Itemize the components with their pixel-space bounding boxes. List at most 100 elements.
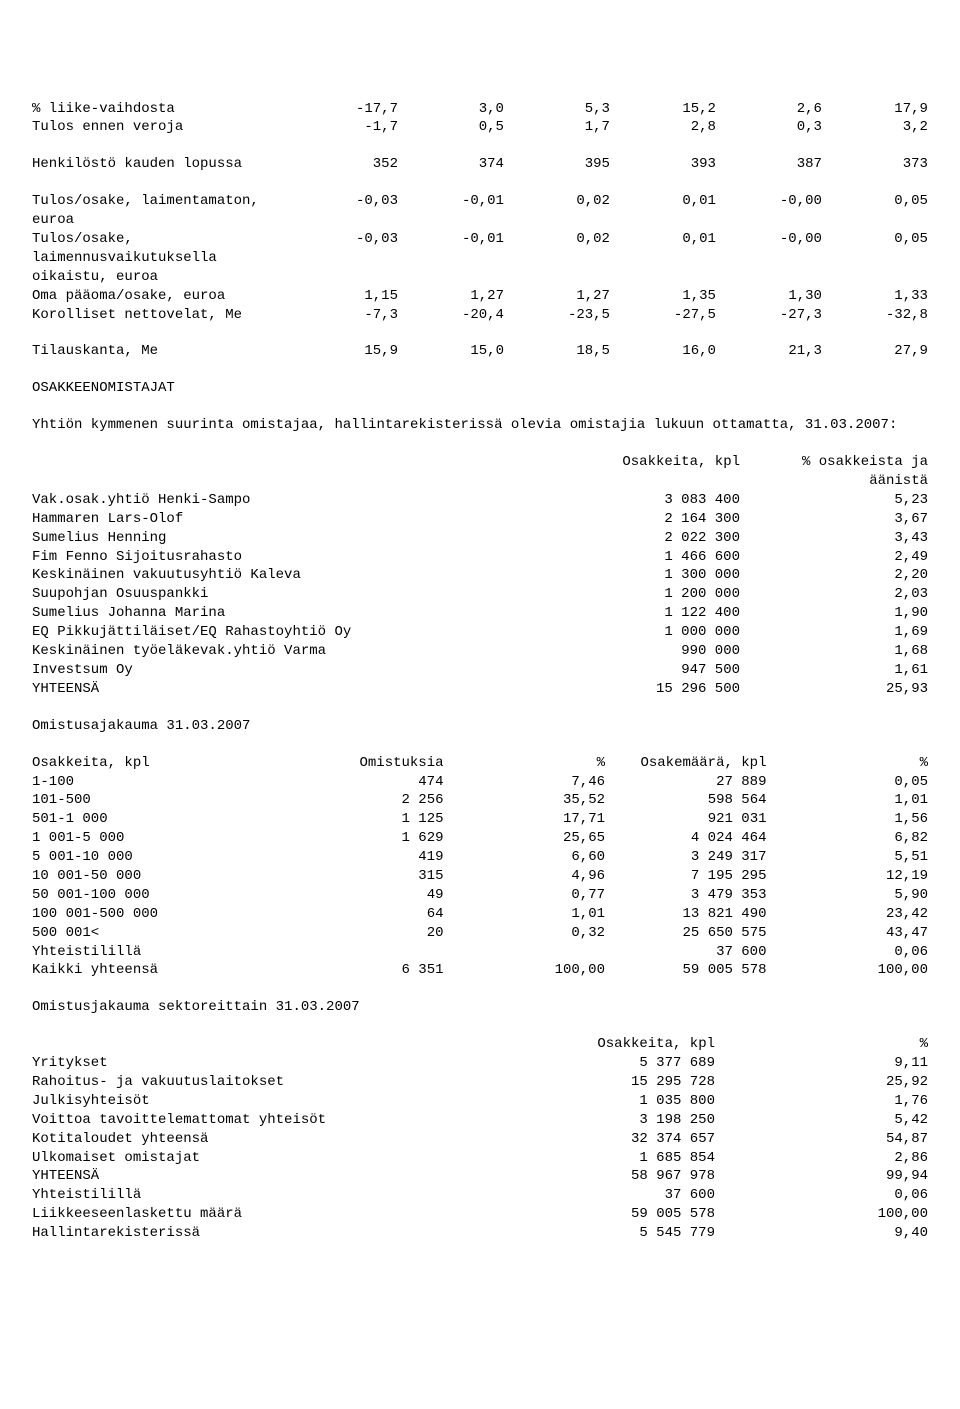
row-label: Tulos ennen veroja (32, 118, 292, 137)
cell: 25 650 575 (605, 924, 767, 943)
table-row: Vak.osak.yhtiö Henki-Sampo3 083 4005,23 (32, 491, 928, 510)
cell: 21,3 (716, 342, 822, 361)
row-label: euroa (32, 211, 292, 230)
cell-shares: 947 500 (552, 661, 740, 680)
cell: 17,71 (444, 810, 606, 829)
cell: 352 (292, 155, 398, 174)
cell-shares: 5 377 689 (502, 1054, 715, 1073)
row-label: Hammaren Lars-Olof (32, 510, 552, 529)
sector-header: Osakkeita, kpl% (32, 1035, 928, 1054)
cell-shares: 5 545 779 (502, 1224, 715, 1243)
cell: 1 629 (282, 829, 444, 848)
dist-header-cols: Omistuksia%Osakemäärä, kpl% (282, 754, 928, 773)
row-values: 2 164 3003,67 (552, 510, 928, 529)
cell-pct: 3,67 (740, 510, 928, 529)
row-values: 58 967 97899,94 (502, 1167, 928, 1186)
row-label: Voittoa tavoittelemattomat yhteisöt (32, 1111, 502, 1130)
row-values: 1 62925,654 024 4646,82 (282, 829, 928, 848)
blank-row (32, 174, 928, 192)
cell (282, 943, 444, 962)
row-label: EQ Pikkujättiläiset/EQ Rahastoyhtiö Oy (32, 623, 552, 642)
cell-shares: 3 083 400 (552, 491, 740, 510)
header-cols: Osakkeita, kpl% osakkeista ja (552, 453, 928, 472)
cell-shares: 3 198 250 (502, 1111, 715, 1130)
cell: 37 600 (605, 943, 767, 962)
cell: -23,5 (504, 306, 610, 325)
cell-pct: 100,00 (715, 1205, 928, 1224)
cell-pct: 25,93 (740, 680, 928, 699)
header-spacer (32, 1035, 502, 1054)
header-pct: % (715, 1035, 928, 1054)
cell: 5,3 (504, 100, 610, 119)
dist-header-cell: Omistuksia (282, 754, 444, 773)
cell-shares: 1 685 854 (502, 1149, 715, 1168)
cell: 5,90 (767, 886, 929, 905)
cell: 13 821 490 (605, 905, 767, 924)
cell: 1,30 (716, 287, 822, 306)
cell-pct: 2,03 (740, 585, 928, 604)
cell-pct: 9,40 (715, 1224, 928, 1243)
cell: 0,05 (767, 773, 929, 792)
row-values: 1 035 8001,76 (502, 1092, 928, 1111)
row-label: 50 001-100 000 (32, 886, 282, 905)
cell-pct: 2,86 (715, 1149, 928, 1168)
cell: 2,6 (716, 100, 822, 119)
cell: 3,2 (822, 118, 928, 137)
row-label: Tulos/osake, (32, 230, 292, 249)
row-label: Suupohjan Osuuspankki (32, 585, 552, 604)
cell-shares: 15 295 728 (502, 1073, 715, 1092)
row-values: 4196,603 249 3175,51 (282, 848, 928, 867)
header-shares: Osakkeita, kpl (502, 1035, 715, 1054)
table-row: Hallintarekisterissä5 545 7799,40 (32, 1224, 928, 1243)
row-label: 100 001-500 000 (32, 905, 282, 924)
cell: 6,60 (444, 848, 606, 867)
table-row: YHTEENSÄ15 296 50025,93 (32, 680, 928, 699)
cell: -17,7 (292, 100, 398, 119)
row-values: 4747,4627 8890,05 (282, 773, 928, 792)
blank-row (32, 137, 928, 155)
cell-pct: 2,49 (740, 548, 928, 567)
table-row: 500 001<200,3225 650 57543,47 (32, 924, 928, 943)
cell-pct: 54,87 (715, 1130, 928, 1149)
row-label: Fim Fenno Sijoitusrahasto (32, 548, 552, 567)
row-label: Sumelius Henning (32, 529, 552, 548)
cell: 1,33 (822, 287, 928, 306)
cell (504, 268, 610, 287)
row-values: -0,03-0,010,020,01-0,000,05 (292, 192, 928, 211)
cell: 395 (504, 155, 610, 174)
cell: 59 005 578 (605, 961, 767, 980)
row-values: 5 377 6899,11 (502, 1054, 928, 1073)
table-row: 501-1 0001 12517,71921 0311,56 (32, 810, 928, 829)
row-label: Tilauskanta, Me (32, 342, 292, 361)
cell: 0,02 (504, 230, 610, 249)
table-row: 5 001-10 0004196,603 249 3175,51 (32, 848, 928, 867)
row-label: Tulos/osake, laimentamaton, (32, 192, 292, 211)
table-row: 1 001-5 0001 62925,654 024 4646,82 (32, 829, 928, 848)
section-intro: Yhtiön kymmenen suurinta omistajaa, hall… (32, 416, 928, 435)
cell-pct: 99,94 (715, 1167, 928, 1186)
table-row: Tulos/osake,-0,03-0,010,020,01-0,000,05 (32, 230, 928, 249)
row-values (292, 268, 928, 287)
cell: 1,27 (504, 287, 610, 306)
row-values: 1 122 4001,90 (552, 604, 928, 623)
cell: 0,02 (504, 192, 610, 211)
row-label: Investsum Oy (32, 661, 552, 680)
row-values (292, 211, 928, 230)
cell (610, 249, 716, 268)
cell: 25,65 (444, 829, 606, 848)
row-label: Kaikki yhteensä (32, 961, 282, 980)
table-row: EQ Pikkujättiläiset/EQ Rahastoyhtiö Oy1 … (32, 623, 928, 642)
header-pct2: äänistä (740, 472, 928, 491)
row-label: 10 001-50 000 (32, 867, 282, 886)
cell: 27 889 (605, 773, 767, 792)
cell-shares: 32 374 657 (502, 1130, 715, 1149)
document-root: % liike-vaihdosta-17,73,05,315,22,617,9T… (32, 100, 928, 1243)
cell: 6,82 (767, 829, 929, 848)
row-values: 1 200 0002,03 (552, 585, 928, 604)
dist-header-cell: % (767, 754, 929, 773)
row-values: 1,151,271,271,351,301,33 (292, 287, 928, 306)
cell: 3 479 353 (605, 886, 767, 905)
table-row: Investsum Oy947 5001,61 (32, 661, 928, 680)
row-values: 37 6000,06 (502, 1186, 928, 1205)
cell: -0,01 (398, 230, 504, 249)
